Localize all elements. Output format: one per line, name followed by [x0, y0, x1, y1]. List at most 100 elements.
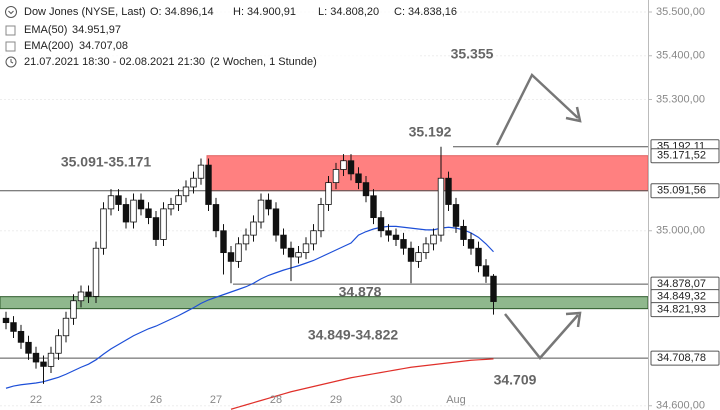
candle-body	[205, 164, 212, 205]
candle-body	[47, 352, 55, 367]
x-tick-label: 28	[270, 394, 282, 406]
level-label-box	[650, 148, 720, 164]
legend-background	[0, 2, 420, 70]
candle-body	[137, 199, 145, 210]
annotation: 34.849-34.822	[308, 327, 399, 343]
legend: Dow Jones (NYSE, Last) O: 34.896,14 H: 3…	[0, 2, 457, 70]
candle-body	[122, 204, 130, 223]
candle-body	[467, 239, 475, 249]
price-axis: 35.500,00 35.400,00 35.300,00 35.000,00 34.6…	[30, 6, 720, 410]
candle-body	[115, 195, 122, 205]
candle-body	[482, 265, 490, 277]
ema-line	[5, 225, 494, 389]
x-tick-label: 27	[210, 394, 222, 406]
quote-open: O: 34.896,14	[150, 6, 214, 18]
clock-icon	[5, 56, 17, 68]
annotation: 35.355	[451, 46, 494, 62]
x-tick-label: 22	[30, 394, 42, 406]
annotation: 34.878	[339, 284, 382, 300]
y-tick-label: 35.300,00	[656, 93, 705, 105]
candle-body	[310, 230, 317, 245]
candle-body	[85, 291, 92, 297]
candle-body	[400, 239, 407, 249]
candle-body	[32, 352, 40, 363]
candle-body	[302, 243, 310, 254]
candle-body	[370, 195, 377, 219]
date-range: 21.07.2021 18:30 - 02.08.2021 21:30	[24, 56, 205, 68]
candle-body	[152, 217, 160, 240]
candle-body	[295, 252, 302, 258]
arrow	[504, 313, 579, 360]
level-label: 34.708,78	[657, 352, 706, 364]
arrowhead	[565, 106, 582, 123]
level-label: 35.171,52	[657, 150, 706, 162]
checkbox[interactable]	[5, 25, 16, 36]
candle-body	[92, 247, 100, 297]
candle-body	[242, 234, 250, 245]
y-tick-label: 35.000,00	[656, 225, 705, 237]
quote-close: C: 34.838,16	[394, 6, 457, 18]
x-tick-label: Aug	[446, 394, 466, 406]
candle-body	[160, 208, 167, 240]
annotation: 34.709	[494, 372, 537, 388]
candle-body	[437, 177, 445, 236]
candle-body	[145, 208, 152, 219]
instrument-name: Dow Jones (NYSE, Last)	[24, 6, 146, 18]
candle-body	[362, 182, 370, 197]
candle-body	[107, 195, 115, 210]
candle-body	[175, 195, 182, 205]
level-label-box	[650, 183, 720, 199]
level-label: 35.091,56	[657, 185, 706, 197]
plot-area	[2, 146, 497, 410]
candle-body	[407, 247, 415, 262]
candle-body	[422, 243, 430, 254]
legend-entry: EMA(50)	[24, 24, 67, 36]
candle-body	[265, 199, 272, 210]
candle-body	[460, 225, 467, 240]
background-layer	[0, 11, 649, 407]
candle-body	[347, 160, 355, 175]
candle-body	[325, 182, 332, 205]
candle-body	[77, 291, 85, 302]
candle-body	[385, 230, 392, 236]
candle-body	[17, 330, 25, 343]
candle-body	[40, 361, 47, 367]
overlay: 35.355 35.192 35.091-35.171 34.878 34.849-34…	[61, 46, 582, 388]
interval: (2 Wochen, 1 Stunde)	[210, 56, 317, 68]
zone	[206, 155, 649, 192]
candle-body	[287, 247, 295, 258]
candle-body	[235, 243, 242, 262]
candle-body	[452, 204, 460, 227]
candle-body	[340, 160, 347, 170]
arrow	[495, 72, 579, 146]
level-label-box	[650, 350, 720, 366]
checkbox[interactable]	[5, 41, 16, 52]
legend-value: 34.707,08	[79, 40, 128, 52]
annotation: 35.091-35.171	[61, 154, 152, 170]
candle-body	[332, 169, 340, 184]
candle-body	[212, 204, 220, 232]
y-tick-label: 35.500,00	[656, 6, 705, 18]
candle-body	[227, 252, 235, 262]
quote-high: H: 34.900,91	[233, 6, 296, 18]
candle-body	[490, 275, 497, 302]
icon	[8, 10, 14, 15]
candle-body	[167, 204, 175, 210]
candle-body	[182, 186, 190, 197]
candle-body	[272, 208, 280, 236]
candle-body	[62, 317, 70, 337]
arrowhead	[565, 311, 582, 328]
x-tick-label: 30	[390, 394, 402, 406]
icon	[5, 6, 17, 18]
candle-body	[2, 317, 10, 324]
x-tick-label: 26	[150, 394, 162, 406]
candle-body	[250, 221, 257, 236]
candle-body	[130, 199, 137, 223]
candle-body	[475, 247, 482, 267]
candle-body	[10, 322, 17, 332]
level-label: 34.821,93	[657, 304, 706, 316]
legend-value: 34.951,97	[72, 24, 121, 36]
x-tick-label: 23	[90, 394, 102, 406]
level-label-box	[650, 302, 720, 318]
